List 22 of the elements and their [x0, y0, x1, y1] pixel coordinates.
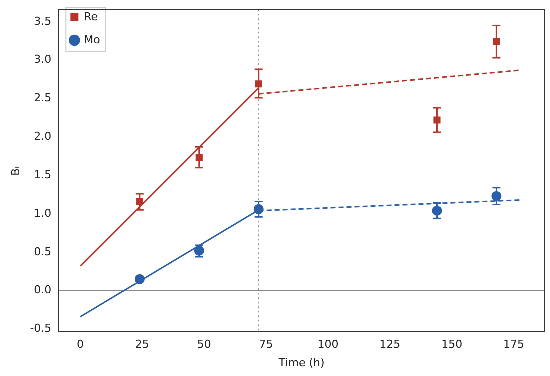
x-tick-label: 100 [318, 338, 339, 352]
x-tick-label: 75 [259, 338, 274, 352]
legend-label: Re [84, 10, 98, 24]
y-tick-label: 2.5 [34, 92, 52, 105]
y-axis-title: Bₜ [9, 165, 22, 176]
y-tick-label: 3.0 [34, 53, 52, 66]
y-tick-label: 3.5 [34, 14, 52, 28]
y-tick-label: 2.0 [34, 130, 52, 144]
x-tick-label: 175 [504, 338, 525, 352]
y-tick-label: 1.0 [34, 206, 52, 220]
x-tick-label: 25 [135, 338, 150, 352]
x-tick-label: 125 [380, 338, 401, 352]
x-tick-label: 50 [197, 338, 212, 352]
x-tick-label: 0 [76, 338, 84, 352]
x-tick-label: 150 [442, 338, 463, 352]
point [434, 116, 441, 124]
y-tick-label: 0.5 [34, 245, 52, 258]
y-tick-label: 1.5 [34, 168, 52, 182]
x-axis-title: Time (h) [278, 356, 325, 370]
y-tick-label: -0.5 [30, 322, 52, 336]
y-tick-label: 0.0 [34, 284, 52, 297]
legend-label: Mo [84, 33, 101, 46]
